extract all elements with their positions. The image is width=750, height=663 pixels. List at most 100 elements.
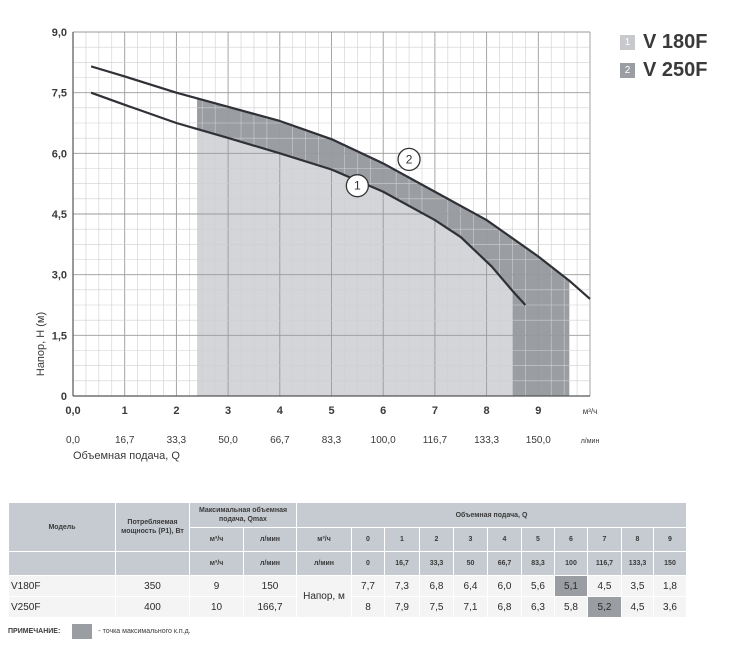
flow-lmin-cell: 16,7 [384,551,420,576]
x-tick-label: 7 [432,405,438,417]
flow-lmin-cell: 100 [554,551,588,576]
head-value-cell: 7,3 [384,575,420,597]
y-tick-label: 3,0 [52,270,67,282]
header-power-cont [115,551,190,576]
head-value-cell: 6,8 [419,575,454,597]
flow-m3h-cell: 0 [351,527,385,552]
x2-axis-unit: л/мин [581,438,600,445]
flow-m3h-cell: 4 [487,527,522,552]
x-tick-label: 4 [277,405,284,417]
legend-label: V 180F [643,30,708,53]
x-tick-label: 3 [225,405,231,417]
head-value-cell: 1,8 [653,575,687,597]
x2-tick-label: 100,0 [371,435,396,446]
flow-lmin-cell: 116,7 [587,551,622,576]
head-value-cell: 7,9 [384,596,420,618]
series-line [90,65,591,300]
x-tick-label: 2 [173,405,179,417]
model-cell: V180F [8,575,116,597]
table-row: V250F 400 10 166,7 8 7,9 7,5 7,1 6,8 6,3… [8,596,687,618]
legend-swatch: 2 [620,62,635,78]
curve-marker-circle [397,147,421,172]
head-value-cell: 3,6 [653,596,687,618]
table-row: V180F 350 9 150 Напор, м 7,7 7,3 6,8 6,4… [8,575,687,618]
x2-tick-label: 133,3 [474,435,499,446]
flow-m3h-cell: 8 [621,527,654,552]
legend-swatch: 1 [620,34,635,50]
x2-tick-label: 50,0 [218,435,238,446]
header-unit-m3h: м³/ч [189,527,244,552]
curve-marker: 2 [397,147,421,172]
legend-label: V 250F [643,58,708,81]
flow-lmin-cell: 150 [653,551,687,576]
head-value-cell: 4,5 [587,575,622,597]
legend-item: 2 V 250F [620,56,707,84]
header-unit-lmin: л/мин [243,551,297,576]
header-unit-lmin: л/мин [243,527,297,552]
note-text: - точка максимального к.п.д. [98,628,191,635]
header-lmin-row: м³/ч л/мин л/мин 0 16,7 33,3 50 66,7 83,… [8,551,687,576]
head-label-cell: Напор, м [296,575,352,618]
x-tick-label: 1 [122,405,128,417]
operating-range-band [197,98,513,396]
note: ПРИМЕЧАНИЕ: - точка максимального к.п.д. [8,624,191,639]
header-unit-lmin: л/мин [296,551,352,576]
head-value-cell: 4,5 [621,596,654,618]
head-value-cell: 6,4 [453,575,488,597]
operating-range-band [512,238,570,396]
qmax-lmin-cell: 166,7 [243,596,297,618]
flow-m3h-cell: 6 [554,527,588,552]
header-model: Модель [8,502,116,552]
head-value-cell: 6,8 [487,596,522,618]
between-curves-fill [197,98,526,305]
flow-m3h-cell: 7 [587,527,622,552]
header-flow-group: Объемная подача, Q [296,502,687,528]
y-axis-title: Напор, Н (м) [35,312,47,376]
flow-m3h-cell: 5 [521,527,555,552]
x2-tick-label: 16,7 [115,435,135,446]
y-tick-label: 1,5 [52,330,67,342]
header-power: Потребляемая мощность (P1), Вт [115,502,190,552]
flow-lmin-cell: 0 [351,551,385,576]
flow-m3h-cell: 1 [384,527,420,552]
flow-m3h-cell: 9 [653,527,687,552]
power-cell: 350 [115,575,190,597]
pump-spec-table: Модель Потребляемая мощность (P1), Вт Ма… [8,502,687,618]
y-tick-label: 0 [61,391,67,403]
x-tick-label: 0,0 [65,405,80,417]
note-label: ПРИМЕЧАНИЕ: [8,628,61,635]
head-value-cell: 7,5 [419,596,454,618]
qmax-m3h-cell: 10 [189,596,244,618]
x2-tick-label: 83,3 [322,435,342,446]
pump-performance-chart: 1 2 0 1,5 3,0 4,5 6,0 7,5 9,0 0,0 1 2 3 4 5 6 7 8 9 м³/ч 0,0… [35,27,600,462]
x2-axis-title: Объемная подача, Q [73,450,180,462]
head-value-cell: 6,3 [521,596,555,618]
flow-lmin-cell: 33,3 [419,551,454,576]
y-tick-label: 4,5 [52,209,67,221]
header-model-cont [8,551,116,576]
chart-legend: 1 V 180F 2 V 250F [620,28,707,84]
x-tick-label: 8 [484,405,490,417]
x2-tick-label: 0,0 [66,435,80,446]
curve-marker-label: 2 [406,152,413,166]
x2-tick-label: 66,7 [270,435,290,446]
x-tick-label: 6 [380,405,386,417]
curve-marker: 1 [345,174,370,198]
x2-tick-label: 150,0 [526,435,551,446]
x-tick-label: 5 [328,405,334,417]
x-tick-label: 9 [535,405,541,417]
flow-m3h-cell: 2 [419,527,454,552]
y-tick-label: 7,5 [52,88,67,100]
head-value-cell: 6,0 [487,575,522,597]
header-unit-m3h: м³/ч [189,551,244,576]
flow-lmin-cell: 83,3 [521,551,555,576]
legend-item: 1 V 180F [620,28,707,56]
x-axis-unit: м³/ч [583,407,598,416]
y-tick-label: 9,0 [52,27,67,39]
flow-lmin-cell: 50 [453,551,488,576]
head-value-cell-best-efficiency: 5,2 [587,596,622,618]
head-value-cell: 7,1 [453,596,488,618]
y-tick-label: 6,0 [52,148,67,160]
header-unit-m3h: м³/ч [296,527,352,552]
qmax-lmin-cell: 150 [243,575,297,597]
